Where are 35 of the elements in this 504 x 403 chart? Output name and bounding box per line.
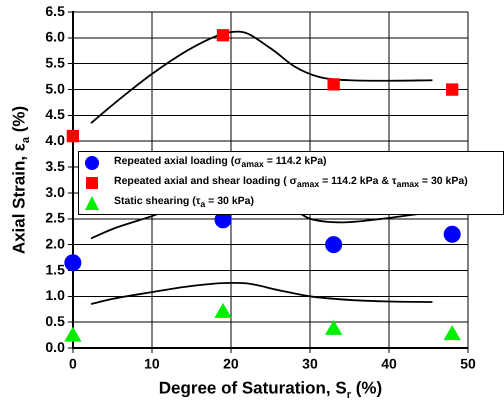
y-tick-label: 5.0 [45,80,66,96]
point [64,254,82,272]
y-tick-label: 2.0 [45,235,66,252]
y-tick-label: 4.0 [45,132,66,148]
point [327,78,340,91]
point [64,327,82,342]
x-tick-label: 30 [302,355,318,372]
legend-label: Repeated axial loading (σ$_{amax}$ = 114.2 kPa) [114,154,327,172]
legend-label: Repeated axial and shear loading ( σ$_{amax}$ = 114.2 kPa & τ$_{amax}$ = 30 kPa) [114,174,468,192]
point [66,130,80,142]
y-tick-label: 3.5 [45,158,66,174]
y-tick-label: 6.5 [45,2,66,19]
y-tick-label: 5.5 [45,54,66,71]
legend-label: Static shearing (τ$_{a}$ = 30 kPa) [114,194,254,212]
y-tick-label: 0.0 [45,338,66,355]
point [214,303,232,318]
x-tick-label: 20 [223,355,239,372]
x-tick-label: 40 [381,355,397,372]
y-tick-label: 2.5 [45,210,66,226]
x-tick-label: 10 [144,355,160,372]
x-tick-label: 50 [460,355,476,372]
y-tick-label: 3.0 [45,184,66,200]
y-tick-label: 0.5 [45,313,66,330]
point [325,320,342,335]
point [444,326,460,340]
y-tick-label: 6.0 [45,28,66,45]
y-tick-label: 4.5 [45,106,66,122]
point [446,83,458,96]
y-axis-title: Axial Strain, εa (%) [10,106,32,254]
y-tick-label: 1.5 [45,261,66,278]
point [216,29,230,42]
x-tick-label: 0 [68,355,77,372]
point [325,236,342,254]
y-tick-label: 1.0 [45,287,66,304]
point [444,226,461,243]
